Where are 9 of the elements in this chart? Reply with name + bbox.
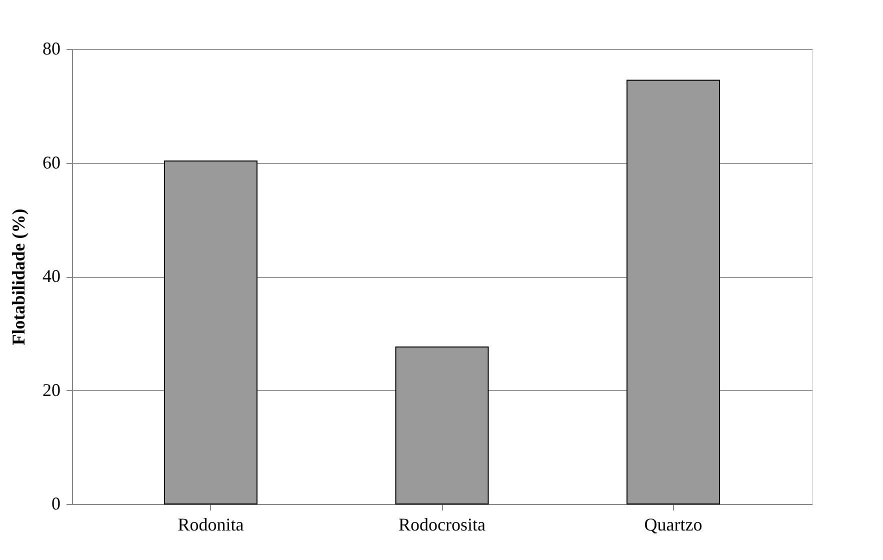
x-tick-label: Quartzo	[644, 514, 702, 534]
y-tick-label: 40	[42, 266, 60, 286]
y-tick-label: 20	[42, 380, 60, 400]
y-tick-label: 0	[52, 494, 60, 514]
x-tick-label: Rodonita	[178, 514, 244, 534]
y-tick-label: 60	[42, 152, 60, 172]
y-tick-label: 80	[42, 38, 60, 58]
x-tick-label: Rodocrosita	[398, 514, 486, 534]
y-axis-title: Flotabilidade (%)	[8, 208, 28, 346]
